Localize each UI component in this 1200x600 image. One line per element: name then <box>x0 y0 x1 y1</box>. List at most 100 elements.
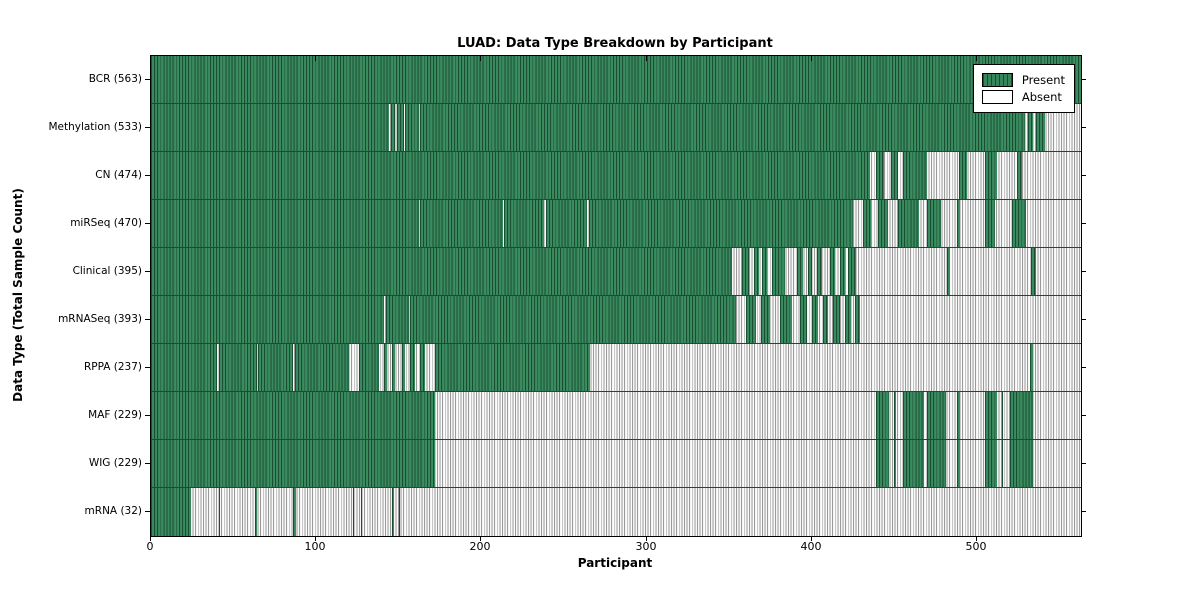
present-segment <box>957 440 961 487</box>
present-segment <box>762 248 768 295</box>
x-tick-label: 100 <box>304 540 326 553</box>
present-segment <box>877 200 888 247</box>
present-segment <box>796 248 804 295</box>
present-segment <box>293 488 297 536</box>
y-tick-label-rppa: RPPA (237) <box>83 361 142 373</box>
x-tick <box>646 536 647 541</box>
x-axis-label: Participant <box>577 556 653 570</box>
present-segment <box>545 200 588 247</box>
present-segment <box>823 296 829 343</box>
y-tick-label-clinical: Clinical (395) <box>72 265 142 277</box>
present-segment <box>848 248 857 295</box>
x-tick-label: 0 <box>146 540 154 553</box>
x-tick-top <box>811 56 812 61</box>
present-segment <box>1011 200 1027 247</box>
present-segment <box>985 200 996 247</box>
y-tick <box>145 175 150 176</box>
present-segment <box>1031 248 1037 295</box>
present-segment <box>151 296 384 343</box>
y-tick <box>145 223 150 224</box>
x-tick <box>976 536 977 541</box>
present-segment <box>383 344 388 391</box>
present-segment <box>402 344 406 391</box>
y-tick <box>1081 223 1086 224</box>
present-segment <box>947 248 951 295</box>
present-segment <box>258 344 294 391</box>
present-segment <box>876 152 885 199</box>
heatmap-row-mrna <box>151 488 1081 536</box>
chart-title: LUAD: Data Type Breakdown by Participant <box>457 36 773 51</box>
present-segment <box>151 200 419 247</box>
present-segment <box>151 104 389 151</box>
heatmap-row-bcr <box>151 56 1081 104</box>
present-segment <box>352 488 355 536</box>
present-segment <box>985 392 997 439</box>
y-tick <box>145 79 150 80</box>
legend-absent-label: Absent <box>1021 90 1062 104</box>
present-segment <box>957 392 961 439</box>
present-segment <box>958 152 967 199</box>
present-segment <box>927 392 946 439</box>
present-segment <box>760 296 771 343</box>
x-tick <box>811 536 812 541</box>
y-tick-label-methylation: Methylation (533) <box>48 121 142 133</box>
y-tick <box>1081 271 1086 272</box>
present-segment <box>398 488 401 536</box>
present-segment <box>800 296 807 343</box>
present-segment <box>902 440 925 487</box>
present-swatch <box>981 73 1013 87</box>
present-segment <box>1001 440 1004 487</box>
present-segment <box>927 200 941 247</box>
present-segment <box>745 296 756 343</box>
present-segment <box>844 296 852 343</box>
x-tick-top <box>480 56 481 61</box>
present-segment <box>839 248 845 295</box>
present-segment <box>151 488 191 536</box>
x-tick <box>315 536 316 541</box>
y-tick <box>1081 463 1086 464</box>
x-tick-top <box>315 56 316 61</box>
heatmap-row-clinical <box>151 248 1081 296</box>
legend: Present Absent <box>972 64 1075 113</box>
x-tick-label: 500 <box>965 540 987 553</box>
heatmap-row-rppa <box>151 344 1081 392</box>
present-segment <box>385 296 409 343</box>
present-segment <box>894 392 896 439</box>
heatmap-row-methylation <box>151 104 1081 152</box>
present-segment <box>151 344 218 391</box>
present-segment <box>294 344 350 391</box>
y-tick-label-maf: MAF (229) <box>88 409 142 421</box>
x-tick-label: 300 <box>635 540 657 553</box>
y-tick <box>1081 415 1086 416</box>
present-segment <box>891 152 898 199</box>
present-segment <box>1009 392 1034 439</box>
x-tick-top <box>646 56 647 61</box>
x-tick-top <box>976 56 977 61</box>
present-segment <box>151 56 1081 103</box>
present-segment <box>359 344 379 391</box>
y-tick <box>145 367 150 368</box>
present-segment <box>588 200 854 247</box>
present-segment <box>435 344 591 391</box>
present-segment <box>390 104 396 151</box>
heatmap-row-wig <box>151 440 1081 488</box>
y-tick-label-cn: CN (474) <box>95 169 142 181</box>
present-segment <box>772 248 786 295</box>
legend-present-label: Present <box>1021 73 1065 87</box>
present-segment <box>218 344 257 391</box>
present-segment <box>151 248 733 295</box>
present-segment <box>420 104 1025 151</box>
heatmap-row-mrnaseq <box>151 296 1081 344</box>
present-segment <box>811 296 819 343</box>
y-tick <box>145 511 150 512</box>
present-segment <box>894 440 896 487</box>
present-segment <box>218 488 221 536</box>
present-segment <box>1016 152 1022 199</box>
legend-entry-absent: Absent <box>981 90 1065 104</box>
y-tick <box>145 127 150 128</box>
present-segment <box>420 200 503 247</box>
y-tick <box>1081 511 1086 512</box>
present-segment <box>1001 392 1004 439</box>
y-tick <box>145 271 150 272</box>
